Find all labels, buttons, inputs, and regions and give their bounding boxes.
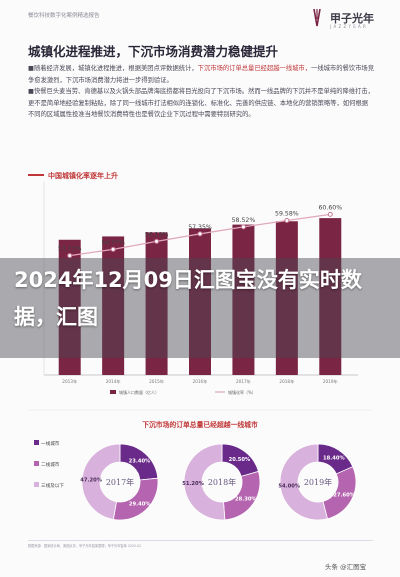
paragraph-2: ■快餐巨头麦当劳、肯德基以及火锅头部品牌海底捞都将目光投向了下沉市场。然而一线品… [28, 88, 374, 118]
line-value-label-4: 58.52% [232, 217, 256, 224]
body-text: ■随着经济发展，城镇化进程推进，根据美团点评数据统计，下沉市场的订单总量已经超越… [28, 63, 374, 121]
donut-2-label-0: 18.40% [323, 456, 345, 462]
chart-title: 中国城镇化率逐年上升 [48, 172, 118, 180]
donut-section-title: 下沉市场的订单总量已经超越一线城市 [142, 420, 258, 429]
paragraph-1-suffix: 一线城市的餐饮市场竞争愈发激烈，下沉市场消费潜力将进一步得到验证。 [28, 65, 374, 84]
line-value-label-6: 60.60% [318, 204, 342, 211]
donut-legend-label-1: 二线城市 [41, 461, 60, 468]
line-point-4 [240, 224, 246, 230]
footer-source: 数据来源：国家统计局、美团点评，甲子光年智库整理；甲子光年智库 2020.02 [28, 544, 142, 548]
page-title: 城镇化进程推进，下沉市场消费潜力稳健提升 [28, 44, 279, 59]
watermark: 头条 @汇图宝 [325, 563, 367, 571]
source-name: 餐饮科技数字化案例精选报告 [28, 13, 100, 19]
donut-1-year: 2018年 [208, 477, 236, 487]
donut-0-slice-2 [81, 443, 121, 520]
x-tick-label-5: 2018年 [279, 378, 294, 385]
donut-legend-label-2: 三线及以下 [41, 482, 64, 489]
bar-4 [232, 224, 255, 375]
headline-overlay [0, 258, 400, 358]
donut-legend-swatch-2 [34, 482, 39, 487]
line-point-2 [154, 238, 160, 244]
paragraph-1: ■随着经济发展，城镇化进程推进，根据美团点评数据统计，下沉市场的订单总量已经超越… [28, 63, 374, 86]
line-value-label-5: 59.58% [275, 211, 299, 218]
legend-label-line: 城镇化率（%） [228, 389, 256, 395]
page-header: 餐饮科技数字化案例精选报告 甲子光年 J A Z Z Y E A R [0, 0, 400, 36]
line-point-3 [197, 231, 203, 237]
x-tick-label-1: 2014年 [106, 378, 121, 385]
bar-6 [319, 218, 342, 375]
line-point-1 [110, 246, 116, 252]
bar-5 [275, 221, 298, 375]
donut-1-label-1: 28.30% [235, 497, 257, 503]
line-value-label-2: 56.10% [145, 231, 169, 238]
donut-2-slice-2 [279, 443, 328, 521]
brand-logo-icon [313, 9, 321, 27]
x-tick-label-6: 2019年 [323, 378, 338, 385]
bar-2 [145, 232, 168, 375]
donut-1-slice-2 [183, 443, 226, 521]
paragraph-1-highlight: 下沉市场的订单总量已经超越一线城市， [197, 65, 312, 72]
line-point-0 [67, 253, 73, 259]
line-value-label-3: 57.35% [188, 224, 212, 231]
bar-1 [102, 236, 125, 375]
donut-1-label-2: 51.20% [182, 481, 204, 487]
line-point-6 [327, 211, 333, 217]
donut-2-label-1: 27.60% [333, 493, 355, 499]
donut-legend-swatch-1 [34, 461, 39, 466]
donut-0-year: 2017年 [106, 477, 134, 487]
footer-divider [28, 540, 373, 541]
donut-2-year: 2019年 [304, 477, 332, 487]
brand-name: 甲子光年 [330, 12, 374, 25]
legend-swatch-bar [110, 390, 116, 394]
paragraph-1-prefix: ■随着经济发展，城镇化进程推进，根据美团点评数据统计， [28, 65, 198, 72]
donut-legend-label-0: 一线城市 [41, 440, 60, 447]
line-value-label-0: 53.73% [58, 246, 82, 253]
x-tick-label-3: 2016年 [193, 378, 208, 385]
donut-0-label-2: 47.20% [80, 477, 102, 483]
donut-0-label-0: 23.40% [129, 458, 151, 464]
donut-0-label-1: 29.40% [129, 501, 151, 507]
donut-legend-swatch-0 [34, 440, 39, 445]
line-value-label-1: 54.77% [101, 239, 125, 246]
bar-0 [58, 239, 81, 375]
headline: 2024年12月09日汇图宝没有实时数据，汇图 [14, 268, 362, 329]
x-tick-label-2: 2015年 [149, 378, 164, 385]
line-point-5 [284, 218, 290, 224]
donut-2-label-2: 54.00% [278, 484, 300, 490]
x-tick-label-4: 2017年 [236, 378, 251, 385]
x-tick-label-0: 2013年 [62, 378, 77, 385]
bar-3 [189, 228, 211, 375]
donut-1-label-0: 20.50% [229, 457, 251, 463]
chart-title-marker [28, 174, 44, 176]
brand-en: J A Z Z Y E A R [330, 24, 367, 29]
legend-label-bar: 城镇人口数量（亿人） [119, 389, 159, 395]
